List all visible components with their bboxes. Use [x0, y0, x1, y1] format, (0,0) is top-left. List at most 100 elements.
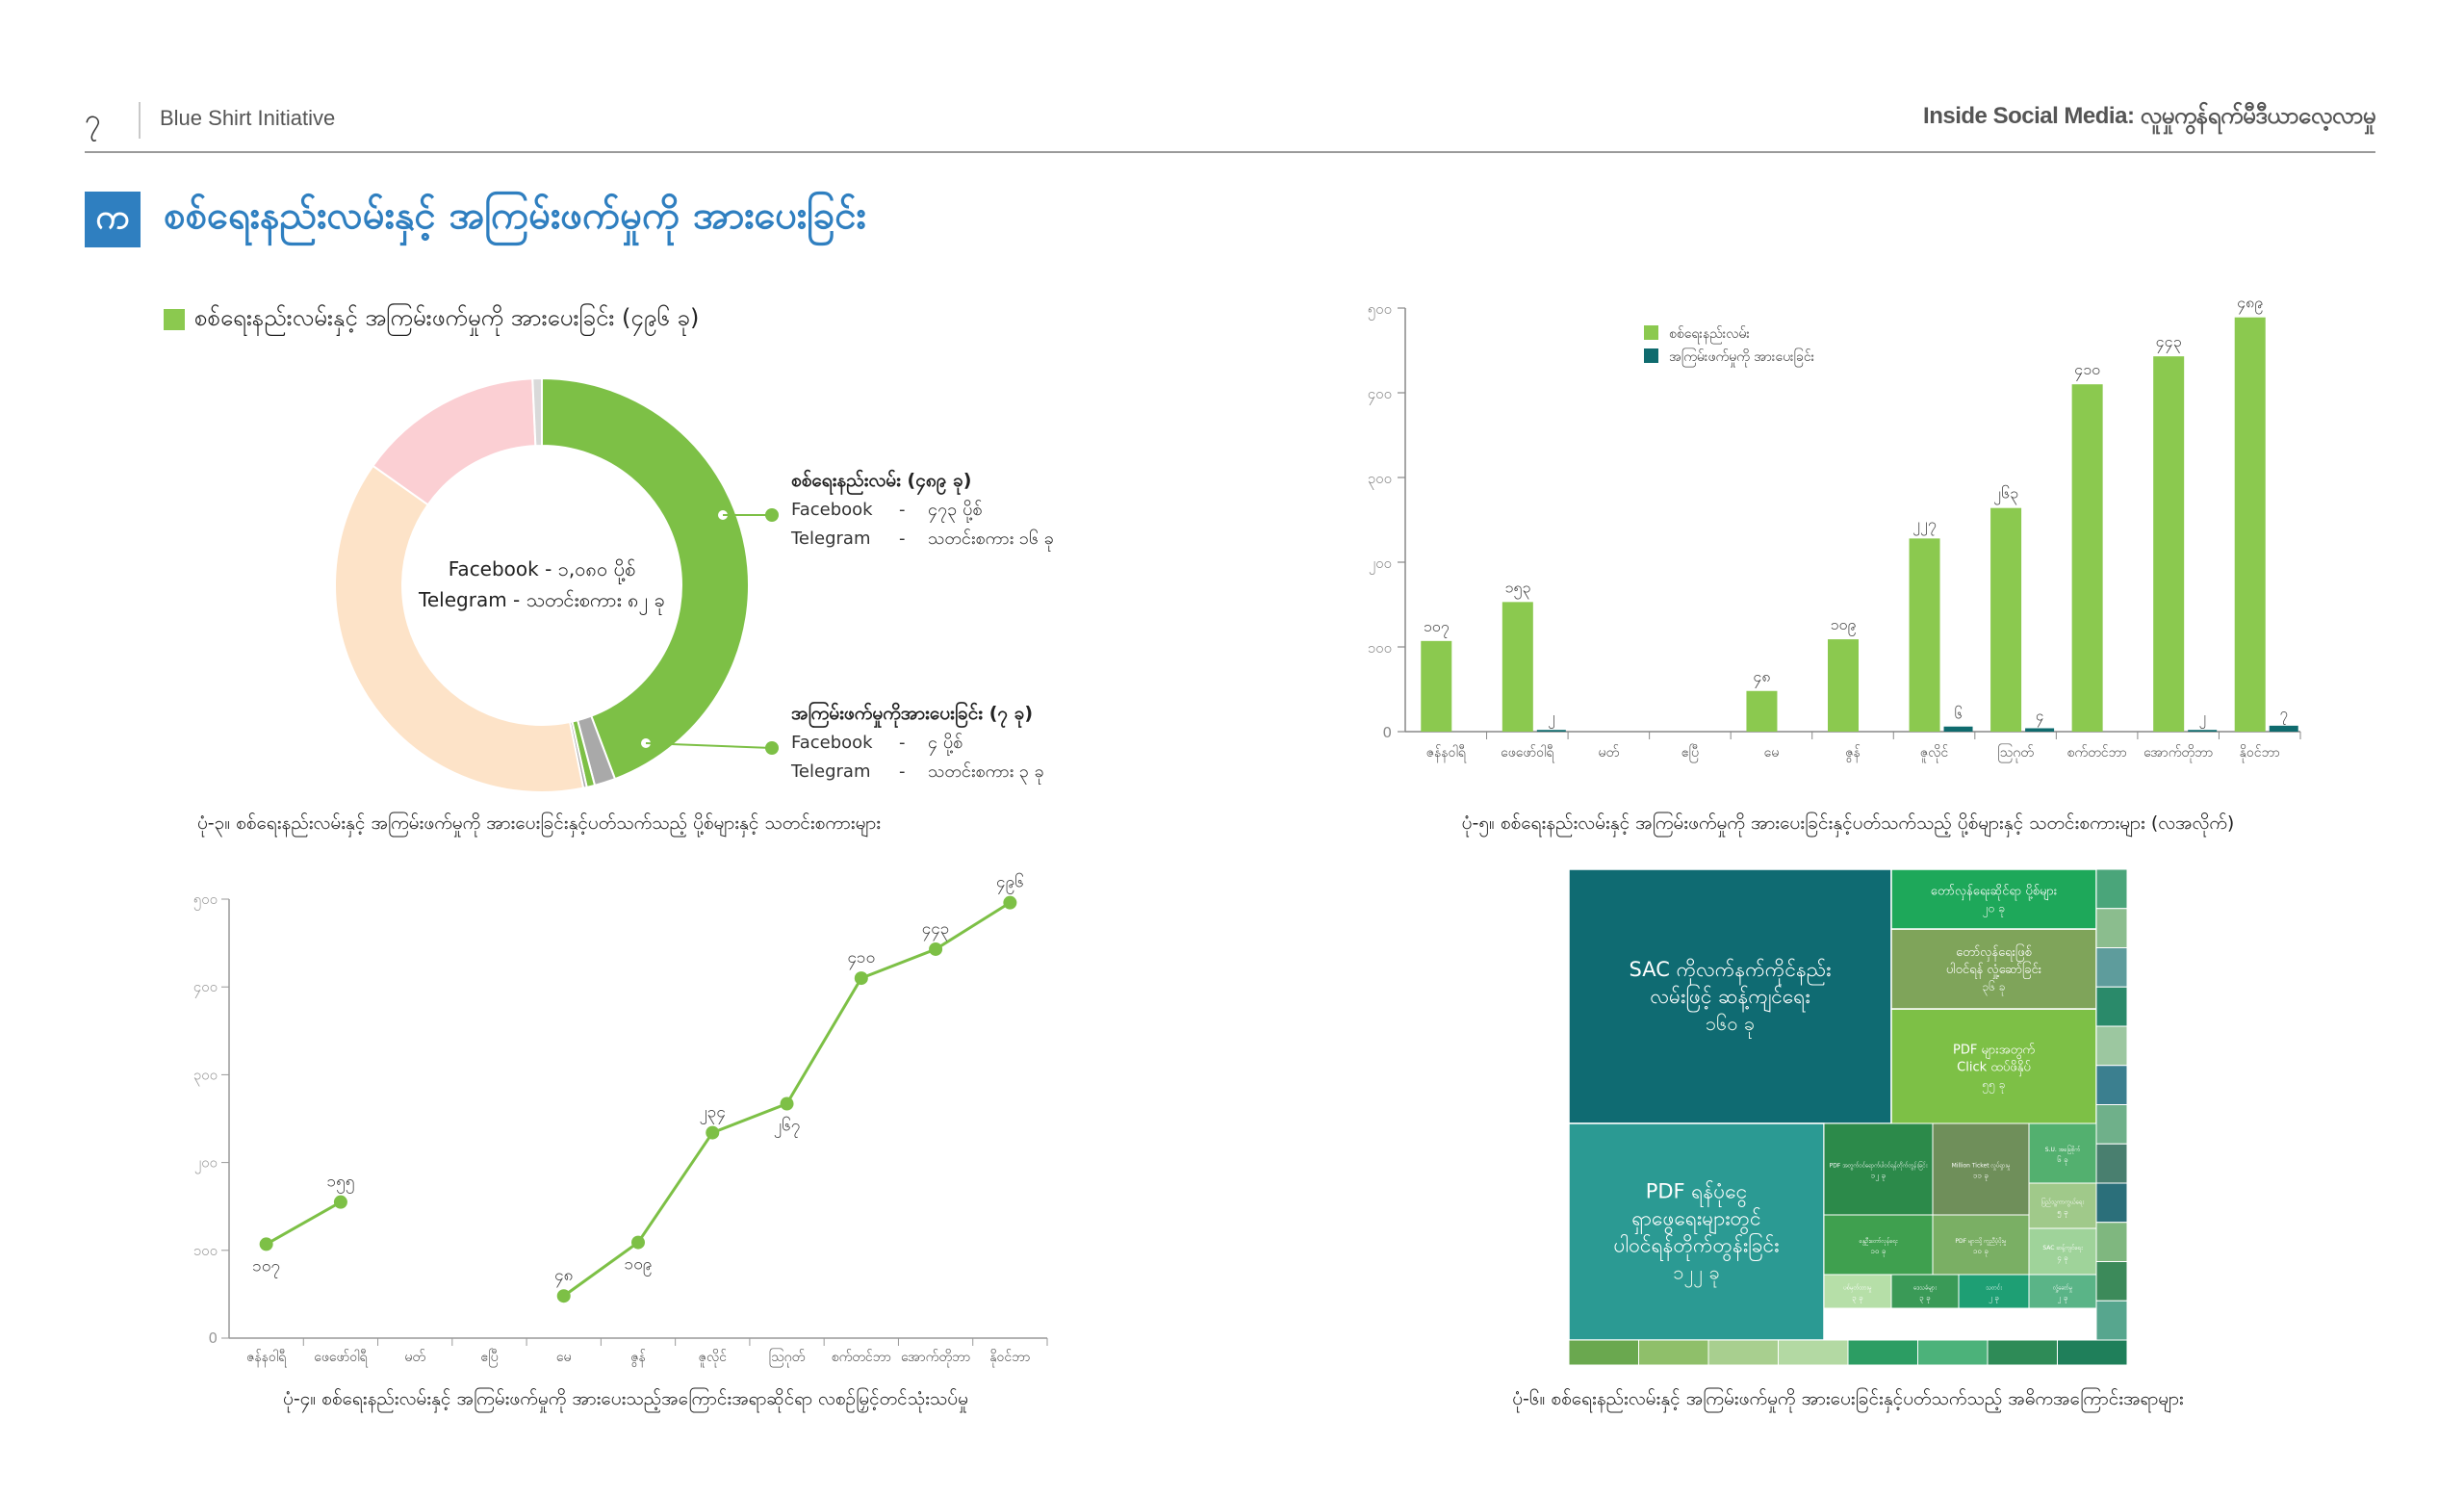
treemap-small-tile-2: [2028, 1122, 2097, 1184]
treemap-tile-value-1: ၁၂၂ ခု: [1673, 1261, 1720, 1288]
bar-military-0: [1421, 640, 1452, 732]
x-tick-label: ဇန်နဝါရီ: [1426, 745, 1467, 762]
x-tick-label: ဩဂုတ်: [1997, 744, 2034, 762]
bar-label-military-5: ၁၀၉: [1831, 615, 1857, 636]
x-tick-label: ဖေဖော်ဝါရီ: [314, 1350, 368, 1367]
treemap-minor-tile: [2095, 1025, 2127, 1067]
treemap-small-label-10: လှုံ့ဆော်မှု: [2053, 1284, 2073, 1293]
bar-label-military-7: ၂၆၃: [1993, 484, 2018, 505]
treemap-minor-tile: [2095, 869, 2127, 910]
treemap-minor-tile: [2095, 1104, 2127, 1145]
header-divider: [139, 102, 141, 139]
treemap-minor-tile: [2095, 947, 2127, 988]
donut-center-line-1: Facebook - ၁,၀၈၀ ပို့စ်: [449, 557, 635, 584]
line-label-7: ၂၆၇: [774, 1115, 800, 1138]
callout-count-1-0: ၄ ပို့စ်: [928, 733, 962, 756]
treemap-bottom-tile: [1707, 1339, 1779, 1365]
treemap-tile-1: [1569, 1122, 1825, 1341]
organization-name: Blue Shirt Initiative: [160, 106, 336, 130]
treemap-minor-tile: [2095, 986, 2127, 1027]
callout-dash-0-0: -: [899, 500, 906, 520]
treemap-tile-value-4: ၂၀ ခု: [1983, 901, 2005, 917]
callout-count-0-1: သတင်းစကား ၁၆ ခု: [928, 529, 1054, 552]
treemap-small-value-10: ၂ ခု: [2058, 1294, 2068, 1304]
legend-swatch-0: [1644, 325, 1658, 340]
line-point-7: [780, 1096, 794, 1111]
section-badge: က: [85, 192, 141, 247]
treemap-tile-label-0: လမ်းဖြင့် ဆန့်ကျင်ရေး: [1650, 983, 1810, 1013]
callout-dash-0-1: -: [899, 529, 906, 549]
callout-platform-0-1: Telegram: [790, 529, 870, 549]
treemap-tile-4: [1890, 869, 2097, 930]
line-label-4: ၄၈: [554, 1266, 573, 1288]
line-label-9: ၄၄၃: [922, 919, 950, 941]
callout-platform-0-0: Facebook: [791, 500, 873, 520]
bar-violence-7: [2025, 728, 2055, 732]
y-tick-label: ၃၀၀: [193, 1066, 218, 1086]
x-tick-label: ဧပြီ: [480, 1350, 498, 1367]
x-tick-label: နိုဝင်ဘာ: [989, 1350, 1030, 1367]
x-tick-label: မတ်: [1599, 745, 1620, 761]
treemap-small-label-3: နွေဦးတော်လှန်ရေး: [1860, 1237, 1898, 1246]
x-tick-label: ဇွန်: [1845, 745, 1861, 762]
treemap-tile-2: [1890, 1008, 2097, 1125]
bar-military-4: [1746, 690, 1778, 732]
legend-swatch-1: [1644, 348, 1658, 363]
treemap-small-label-0: PDF အတွက်ဝင်ရောက်ပါဝင်ရန်တိုက်တွန်းခြင်း: [1830, 1161, 1928, 1171]
treemap-tile-label-2: PDF များအတွက်: [1953, 1042, 2035, 1059]
treemap-tile-label-3: ပါဝင်ရန် လှုံ့ဆော်ခြင်း: [1946, 961, 2041, 979]
x-tick-label: ဇွန်: [630, 1350, 646, 1367]
treemap-small-value-2: ၆ ခု: [2057, 1154, 2068, 1166]
line-label-0: ၁၀၇: [252, 1256, 280, 1278]
x-tick-label: အောက်တိုဘာ: [901, 1350, 970, 1367]
treemap-small-value-5: ၅ ခု: [2057, 1208, 2068, 1219]
main-legend: စစ်ရေးနည်းလမ်းနှင့် အကြမ်းဖက်မှုကို အားပ…: [164, 302, 699, 337]
treemap-bottom-tile: [1917, 1339, 1989, 1365]
callout-dash-1-0: -: [899, 733, 906, 753]
y-tick-label: ၅၀၀: [193, 890, 218, 911]
treemap-small-label-4: PDF များသို့ ကူညီပံ့ပိုးမှု: [1955, 1237, 2007, 1246]
y-tick-label: ၂၀၀: [1369, 555, 1392, 575]
bar-label-military-6: ၂၂၇: [1912, 514, 1937, 535]
treemap-small-value-6: ၄ ခု: [2057, 1253, 2068, 1264]
treemap-small-label-9: သတင်း: [1986, 1284, 2002, 1292]
treemap-small-tile-8: [1890, 1274, 1960, 1309]
bar-military-10: [2234, 317, 2266, 732]
treemap-minor-tile: [2095, 1143, 2127, 1184]
treemap-small-tile-4: [1932, 1214, 2030, 1276]
donut-slices: [334, 376, 750, 793]
y-tick-label: ၄၀၀: [1368, 385, 1392, 405]
treemap-tile-label-4: တော်လှန်ရေးဆိုင်ရာ ပို့စ်များ: [1931, 883, 2057, 900]
x-tick-label: အောက်တိုဘာ: [2143, 745, 2213, 762]
treemap-small-value-1: ၁၁ ခု: [1973, 1172, 1989, 1182]
caption-figure-3: ပုံ-၃။ စစ်ရေးနည်းလမ်းနှင့် အကြမ်းဖက်မှုက…: [196, 812, 882, 834]
x-tick-label: မတ်: [404, 1350, 425, 1365]
line-point-4: [556, 1289, 571, 1303]
treemap-small-tile-7: [1823, 1274, 1892, 1309]
line-label-8: ၄၁၀: [847, 948, 875, 970]
treemap-small-tile-5: [2028, 1182, 2097, 1229]
x-tick-label: စက်တင်ဘာ: [832, 1350, 891, 1365]
y-tick-label: ၁၀၀: [1368, 639, 1392, 657]
treemap-small-label-7: ပစ်မှတ်ထားမှု: [1843, 1284, 1872, 1293]
callout-platform-1-1: Telegram: [790, 761, 870, 782]
treemap-small-label-1: Million Ticket လှုပ်ရှားမှု: [1952, 1162, 2011, 1171]
treemap-small-value-3: ၁၀ ခု: [1870, 1247, 1886, 1257]
caption-figure-4: ပုံ-၄။ စစ်ရေးနည်းလမ်းနှင့် အကြမ်းဖက်မှုက…: [283, 1388, 968, 1409]
callout-dot-0: [765, 508, 779, 522]
treemap-tile-value-3: ၃၆ ခု: [1982, 979, 2005, 996]
x-tick-label: ဧပြီ: [1681, 745, 1699, 762]
treemap-minor-tile: [2095, 1300, 2127, 1341]
bar-label-military-4: ၄၈: [1753, 667, 1770, 688]
treemap-tile-value-0: ၁၆၀ ခု: [1706, 1012, 1755, 1039]
x-tick-label: ဩဂုတ်: [769, 1349, 806, 1367]
treemap-small-label-2: S.U. အခြေစိုက်: [2045, 1145, 2080, 1154]
bar-label-violence-10: ၇: [2280, 705, 2288, 725]
line-point-10: [1003, 895, 1017, 910]
bar-label-military-0: ၁၀၇: [1424, 617, 1450, 638]
treemap-small-label-6: SAC ဆန့်ကျင်ရေး: [2042, 1244, 2083, 1252]
treemap-small-tile-1: [1932, 1122, 2030, 1216]
donut-chart: Facebook - ၁,၀၈၀ ပို့စ် Telegram - သတင်း…: [334, 376, 1054, 793]
y-tick-label: ၁၀၀: [193, 1242, 218, 1259]
line-point-0: [259, 1237, 273, 1251]
